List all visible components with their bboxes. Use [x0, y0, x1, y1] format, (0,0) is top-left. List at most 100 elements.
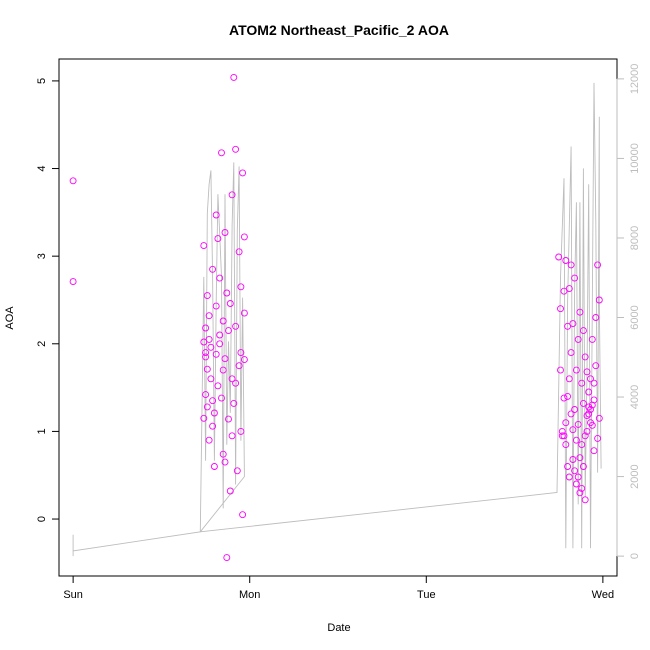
data-point: [209, 422, 217, 430]
data-point: [564, 463, 572, 470]
data-point: [205, 335, 213, 343]
data-point: [203, 365, 211, 373]
data-point: [237, 283, 245, 291]
data-point: [558, 427, 566, 435]
data-point: [572, 480, 580, 488]
data-point: [562, 419, 570, 427]
data-point: [223, 554, 231, 562]
data-point: [239, 169, 247, 177]
x-tick-label: Wed: [592, 589, 614, 601]
data-point: [240, 309, 248, 317]
data-point: [218, 149, 225, 157]
data-point: [240, 356, 248, 364]
data-point: [221, 458, 229, 466]
data-point: [235, 248, 243, 256]
data-point: [216, 274, 224, 282]
data-point: [583, 412, 591, 420]
data-point: [555, 253, 563, 261]
data-point: [207, 343, 215, 351]
data-point: [235, 362, 243, 370]
data-point: [576, 308, 584, 316]
data-point: [212, 350, 220, 358]
data-point: [233, 467, 241, 475]
y2-axis: 0 2000 4000 6000 8000 10000 12000: [616, 64, 641, 559]
data-point: [572, 366, 580, 374]
data-point: [569, 320, 577, 328]
data-point: [567, 349, 575, 357]
data-point: [209, 397, 217, 405]
x-axis-label: Date: [327, 622, 350, 634]
data-point: [571, 467, 579, 475]
data-point: [560, 287, 568, 295]
data-point: [578, 441, 586, 449]
data-point: [218, 394, 225, 402]
data-point: [576, 454, 584, 462]
data-point: [225, 415, 232, 423]
data-point: [202, 324, 210, 332]
data-point: [228, 375, 236, 383]
y-axis: 0 1 2 3 4 5: [36, 78, 60, 522]
y2-tick-label: 2000: [629, 464, 641, 488]
data-point: [587, 419, 594, 427]
data-point: [232, 322, 240, 330]
y-tick-label: 1: [36, 428, 48, 434]
y2-tick-label: 4000: [629, 385, 641, 409]
data-point: [226, 300, 234, 307]
data-point: [564, 322, 572, 330]
data-point: [583, 427, 591, 435]
plot-area-frame: [58, 58, 618, 577]
data-point: [583, 368, 591, 376]
data-point: [230, 73, 238, 81]
chart-title: ATOM2 Northeast_Pacific_2 AOA: [229, 22, 449, 38]
data-point: [200, 242, 208, 250]
y2-tick-label: 10000: [629, 143, 641, 174]
x-tick-label: Tue: [417, 589, 436, 601]
y2-tick-label: 12000: [629, 64, 641, 95]
data-point: [69, 177, 77, 185]
y2-tick-label: 0: [629, 553, 641, 559]
data-point: [574, 473, 582, 481]
data-point: [237, 427, 245, 435]
data-point: [203, 403, 211, 411]
data-point: [569, 456, 577, 463]
data-point: [221, 355, 229, 363]
data-point: [562, 257, 570, 264]
data-point: [565, 285, 573, 293]
data-point: [239, 511, 247, 519]
data-point: [574, 420, 582, 428]
data-point: [210, 409, 218, 417]
data-point: [69, 278, 77, 286]
data-point: [567, 410, 575, 418]
x-tick-label: Sun: [63, 589, 83, 601]
data-point: [230, 399, 238, 407]
data-point: [581, 353, 589, 361]
data-point: [560, 394, 568, 402]
data-point: [202, 349, 210, 357]
data-point: [581, 432, 589, 440]
data-point: [214, 382, 222, 390]
data-point: [216, 340, 224, 348]
y2-tick-label: 6000: [629, 305, 641, 329]
data-point: [587, 406, 594, 413]
data-point: [228, 191, 236, 199]
data-point: [569, 426, 577, 434]
data-point: [565, 375, 573, 383]
scatter-series: [69, 73, 603, 562]
data-point: [579, 399, 587, 407]
data-point: [214, 235, 222, 243]
data-point: [565, 473, 573, 481]
data-point: [571, 274, 579, 282]
data-point: [588, 401, 596, 409]
data-point: [594, 434, 602, 442]
data-point: [579, 463, 587, 470]
data-point: [240, 233, 248, 241]
data-point: [205, 436, 213, 444]
data-point: [585, 388, 593, 396]
data-point: [562, 441, 570, 449]
line-series: [72, 82, 602, 557]
data-point: [210, 463, 218, 470]
y-tick-label: 2: [36, 341, 48, 347]
data-point: [585, 410, 593, 418]
y-tick-label: 3: [36, 253, 48, 259]
